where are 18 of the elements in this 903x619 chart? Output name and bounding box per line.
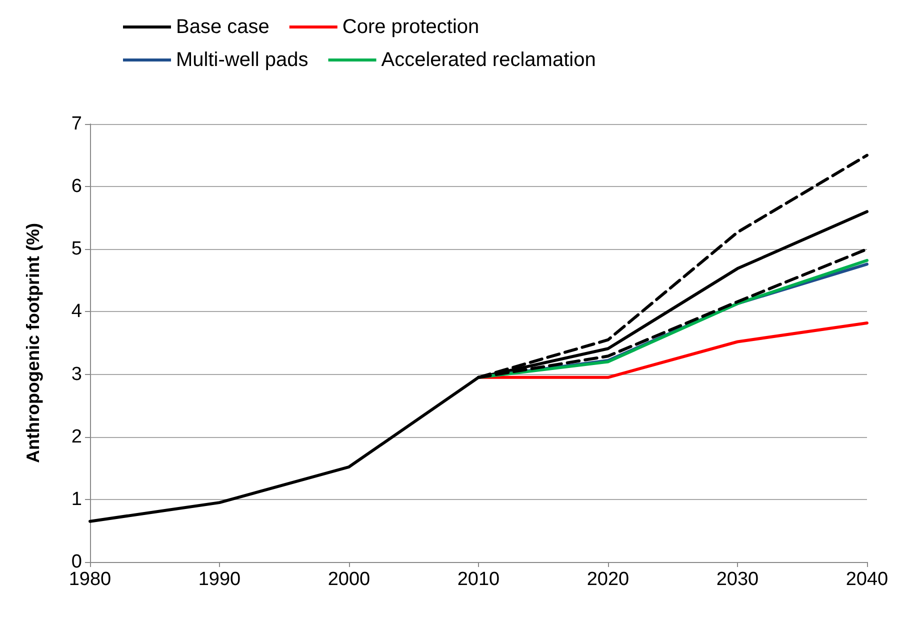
y-tick-label: 1 <box>71 488 82 510</box>
x-tick-label: 2020 <box>586 569 630 590</box>
x-tick-label: 1990 <box>198 569 241 590</box>
y-tick-label: 6 <box>71 176 82 198</box>
y-axis-title: Anthropogenic footprint (%) <box>23 223 43 463</box>
y-tick-label: 5 <box>71 238 82 260</box>
y-tick-label: 2 <box>71 426 82 448</box>
y-tick-label: 7 <box>71 114 82 134</box>
legend-label: Core protection <box>342 16 480 38</box>
x-tick-label: 2000 <box>328 569 370 590</box>
x-tick-label: 2010 <box>457 569 500 590</box>
x-tick-label: 2030 <box>716 569 759 590</box>
legend-label: Accelerated reclamation <box>381 49 596 71</box>
x-tick-label: 2040 <box>846 569 888 590</box>
legend-label: Base case <box>176 16 270 38</box>
y-tick-label: 4 <box>71 301 82 322</box>
legend-label: Multi-well pads <box>176 49 308 71</box>
y-tick-label: 3 <box>71 364 82 385</box>
